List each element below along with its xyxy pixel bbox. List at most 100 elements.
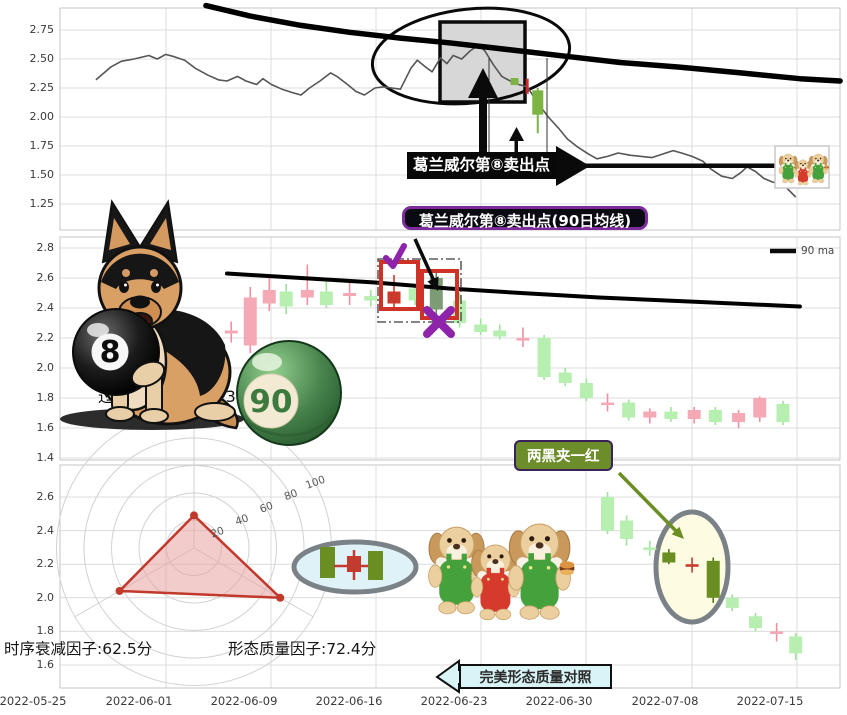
candle-body [474, 324, 488, 332]
candle-body [243, 297, 257, 346]
legend-ma-label: 90 ma [801, 245, 835, 257]
y-tick-top: 2.00 [29, 110, 55, 123]
x-tick: 2022-06-09 [210, 694, 278, 708]
radar-vertex-dot [276, 593, 285, 602]
candle-body [493, 330, 507, 337]
sell-point-dot [510, 78, 519, 86]
red-box-1 [379, 260, 420, 311]
candle-body [601, 402, 615, 406]
mid-annotation-arrow-line [413, 238, 436, 282]
radar-triangle [115, 511, 285, 602]
radar-tick-label: 60 [258, 500, 275, 516]
radar-tick-label: 100 [304, 474, 327, 492]
big-up-arrow-shaft [479, 93, 487, 153]
y-tick-top: 2.25 [29, 81, 55, 94]
y-tick-bot: 2.0 [36, 590, 55, 604]
candle-body [620, 520, 634, 539]
puppies-thumbnail [774, 145, 830, 189]
bottom-candles [601, 491, 803, 660]
eight-ball-number: 8 [100, 335, 121, 370]
candle-body [789, 636, 803, 654]
perfect-pattern-diagram [291, 539, 419, 595]
y-tick-top: 2.75 [29, 23, 55, 36]
annotation-top-sell-point: 葛兰威尔第⑧卖出点 [407, 152, 556, 179]
candle-body [364, 296, 378, 301]
y-tick-top: 1.75 [29, 139, 55, 152]
purple-check-mark [383, 243, 407, 269]
candle-body [664, 411, 678, 419]
candle-body [708, 410, 722, 422]
y-tick-mid: 2.8 [36, 241, 55, 254]
candle-body [643, 411, 657, 418]
candle-body [622, 402, 636, 418]
y-tick-mid: 2.6 [36, 271, 55, 284]
candle-body [749, 616, 763, 629]
pattern-quality-factor-score: 形态质量因子:72.4分 [228, 640, 377, 658]
green-arrow-line [617, 471, 678, 533]
candle-body [706, 560, 720, 598]
puppies-illustration [428, 523, 575, 621]
x-tick: 2022-07-08 [631, 694, 699, 708]
right-arrow-line [586, 163, 778, 168]
candle-body [319, 291, 333, 305]
y-tick-top: 2.50 [29, 52, 55, 65]
candle-body [643, 547, 657, 550]
candle-body [558, 372, 572, 383]
candle-body [279, 291, 293, 307]
x-tick: 2022-05-25 [0, 694, 67, 708]
small-up-arrow-shaft [514, 139, 518, 154]
radar-vertex-dot [115, 586, 124, 595]
y-tick-bot: 1.6 [36, 658, 55, 671]
candle-body [687, 410, 701, 419]
radar-tick-label: 40 [234, 512, 251, 528]
candle-body [300, 290, 314, 298]
candle-body [224, 330, 238, 334]
radar-vertex-dot [190, 511, 198, 520]
y-tick-mid: 1.4 [36, 451, 55, 464]
panel-border [59, 236, 841, 461]
panel-border [59, 7, 841, 231]
small-up-arrow-head [509, 127, 524, 141]
y-tick-mid: 2.2 [36, 331, 55, 344]
candle-body [262, 290, 276, 304]
mid-annotation-arrow-head [427, 276, 439, 291]
y-tick-bot: 2.4 [36, 523, 55, 537]
ma-line-top [203, 2, 843, 84]
candle-body [725, 597, 739, 608]
candle-body [770, 631, 784, 634]
y-tick-mid: 1.8 [36, 391, 55, 404]
y-tick-mid: 2.4 [36, 301, 55, 314]
top-price-series [95, 2, 843, 198]
candle-body [516, 338, 530, 341]
candle-body [685, 564, 699, 567]
x-tick: 2022-06-23 [420, 694, 488, 708]
y-tick-top: 1.25 [29, 197, 55, 210]
y-tick-top: 1.50 [29, 168, 55, 181]
candle-body [387, 291, 401, 304]
ninety-ball: 90 [236, 340, 342, 446]
candle-body [579, 383, 593, 398]
radar-tick-label: 20 [209, 525, 226, 541]
radar-polygon [116, 513, 284, 600]
green-arrow-head [671, 526, 684, 539]
candle-body [732, 413, 746, 422]
candle-body [776, 404, 790, 422]
ninety-ball-number: 90 [249, 384, 292, 420]
big-up-arrow-head [468, 68, 498, 98]
annotation-perfect-compare: 完美形态质量对照 [459, 664, 612, 689]
compare-left-arrow [435, 659, 462, 694]
time-decay-factor-score: 时序衰减因子:62.5分 [4, 640, 153, 658]
candle-body [343, 293, 357, 296]
candle-body [753, 398, 767, 418]
ma-line-mid [225, 271, 802, 309]
dash-dot-box [377, 258, 462, 323]
highlight-ellipse [370, 6, 572, 106]
pattern-highlight-boxes [377, 238, 462, 338]
overlay-candle-body [532, 90, 544, 115]
annotation-mid-sell-point: 葛兰威尔第⑧卖出点(90日均线) [402, 206, 648, 230]
x-tick: 2022-06-01 [105, 694, 173, 708]
x-tick: 2022-06-16 [315, 694, 383, 708]
x-tick: 2022-07-15 [736, 694, 804, 708]
